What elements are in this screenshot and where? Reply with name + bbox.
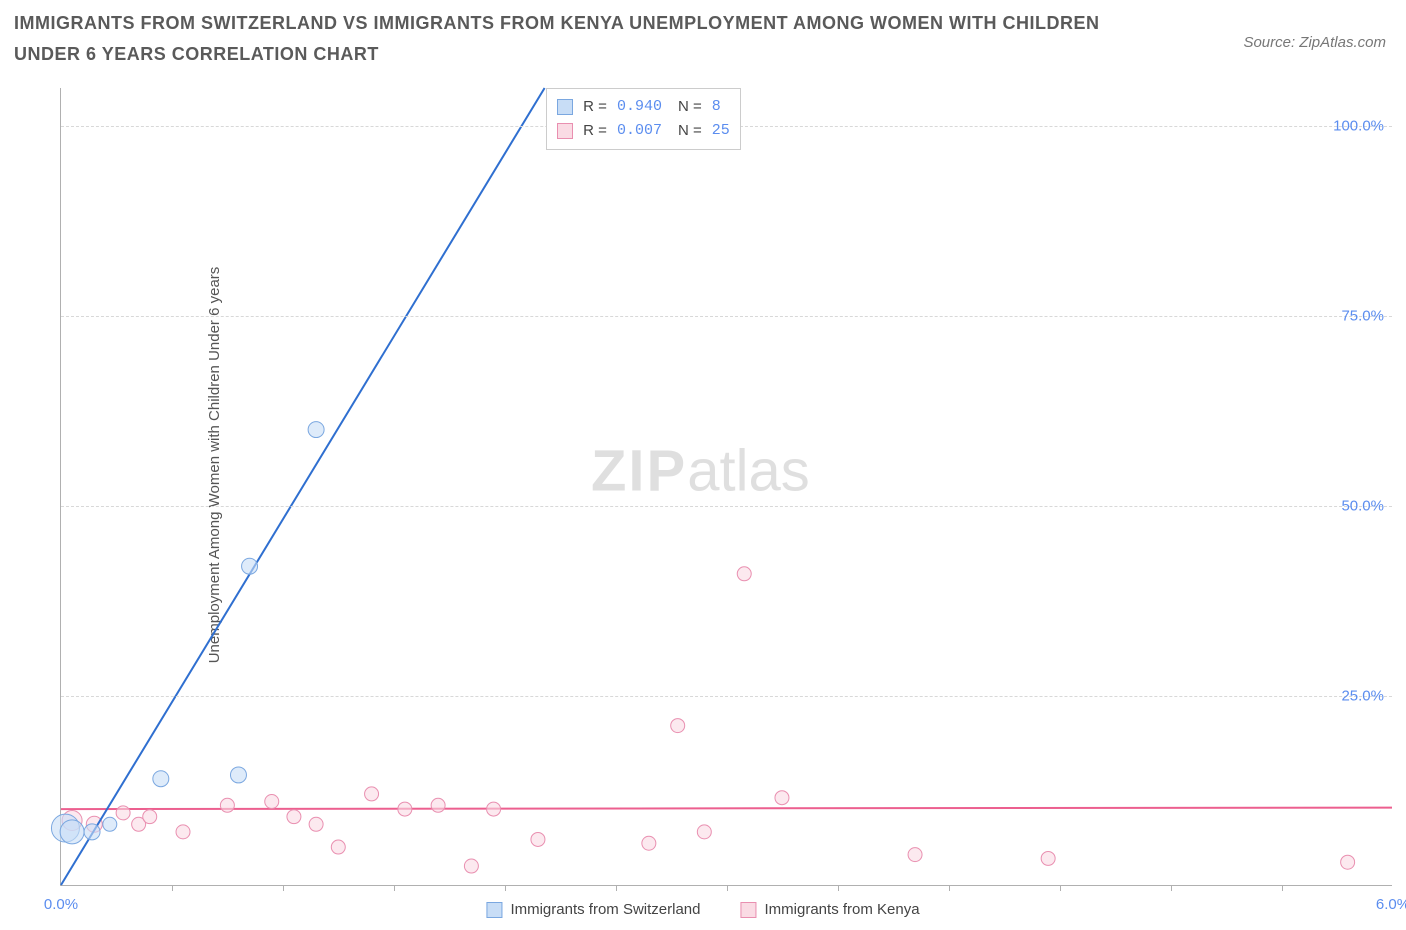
switzerland-regression-line <box>61 88 545 885</box>
legend-item: Immigrants from Kenya <box>741 901 920 918</box>
kenya-point <box>116 806 130 820</box>
y-tick-label: 50.0% <box>1341 498 1384 515</box>
legend-swatch <box>557 123 573 139</box>
kenya-point <box>398 802 412 816</box>
chart-plot-area: ZIPatlas 25.0%50.0%75.0%100.0%0.0%6.0% <box>60 88 1392 886</box>
switzerland-point <box>84 824 100 840</box>
y-tick-label: 100.0% <box>1333 118 1384 135</box>
chart-title: IMMIGRANTS FROM SWITZERLAND VS IMMIGRANT… <box>14 8 1114 69</box>
legend-label: Immigrants from Kenya <box>765 901 920 918</box>
x-tick-label: 6.0% <box>1376 896 1406 913</box>
source-label: Source: ZipAtlas.com <box>1243 34 1386 51</box>
grid-line <box>61 506 1392 507</box>
kenya-point <box>365 787 379 801</box>
switzerland-point <box>242 558 258 574</box>
stats-row: R = 0.007 N = 25 <box>557 119 730 143</box>
x-tick <box>172 885 173 891</box>
y-tick-label: 75.0% <box>1341 308 1384 325</box>
kenya-point <box>775 791 789 805</box>
stats-row: R = 0.940 N = 8 <box>557 95 730 119</box>
grid-line <box>61 696 1392 697</box>
stat-r-label: R = <box>583 119 607 143</box>
stats-legend-box: R = 0.940 N = 8 R = 0.007 N = 25 <box>546 88 741 150</box>
legend-item: Immigrants from Switzerland <box>486 901 700 918</box>
stat-r-label: R = <box>583 95 607 119</box>
switzerland-point <box>230 767 246 783</box>
kenya-point <box>287 810 301 824</box>
stat-n-value: 8 <box>712 95 721 119</box>
x-tick <box>1171 885 1172 891</box>
kenya-point <box>176 825 190 839</box>
kenya-point <box>531 832 545 846</box>
stat-r-value: 0.007 <box>617 119 662 143</box>
kenya-point <box>642 836 656 850</box>
x-tick <box>838 885 839 891</box>
kenya-point <box>1341 855 1355 869</box>
switzerland-point <box>308 422 324 438</box>
x-tick <box>1282 885 1283 891</box>
switzerland-point <box>60 820 84 844</box>
switzerland-point <box>103 817 117 831</box>
x-tick <box>727 885 728 891</box>
kenya-point <box>737 567 751 581</box>
y-tick-label: 25.0% <box>1341 688 1384 705</box>
kenya-point <box>908 848 922 862</box>
bottom-legend: Immigrants from Switzerland Immigrants fr… <box>486 901 919 918</box>
scatter-plot-svg <box>61 88 1392 885</box>
stat-n-label: N = <box>678 119 702 143</box>
kenya-point <box>265 795 279 809</box>
kenya-point <box>331 840 345 854</box>
x-tick <box>394 885 395 891</box>
x-tick <box>283 885 284 891</box>
kenya-point <box>464 859 478 873</box>
stat-n-label: N = <box>678 95 702 119</box>
stat-r-value: 0.940 <box>617 95 662 119</box>
legend-swatch <box>486 902 502 918</box>
x-tick <box>616 885 617 891</box>
switzerland-point <box>153 771 169 787</box>
kenya-point <box>697 825 711 839</box>
kenya-point <box>220 798 234 812</box>
x-tick <box>505 885 506 891</box>
kenya-regression-line <box>61 808 1392 810</box>
stat-n-value: 25 <box>712 119 730 143</box>
legend-swatch <box>557 99 573 115</box>
kenya-point <box>143 810 157 824</box>
legend-swatch <box>741 902 757 918</box>
kenya-point <box>671 719 685 733</box>
legend-label: Immigrants from Switzerland <box>510 901 700 918</box>
x-tick-label: 0.0% <box>44 896 78 913</box>
kenya-point <box>431 798 445 812</box>
kenya-point <box>1041 851 1055 865</box>
kenya-point <box>487 802 501 816</box>
x-tick <box>949 885 950 891</box>
grid-line <box>61 316 1392 317</box>
x-tick <box>1060 885 1061 891</box>
kenya-point <box>309 817 323 831</box>
